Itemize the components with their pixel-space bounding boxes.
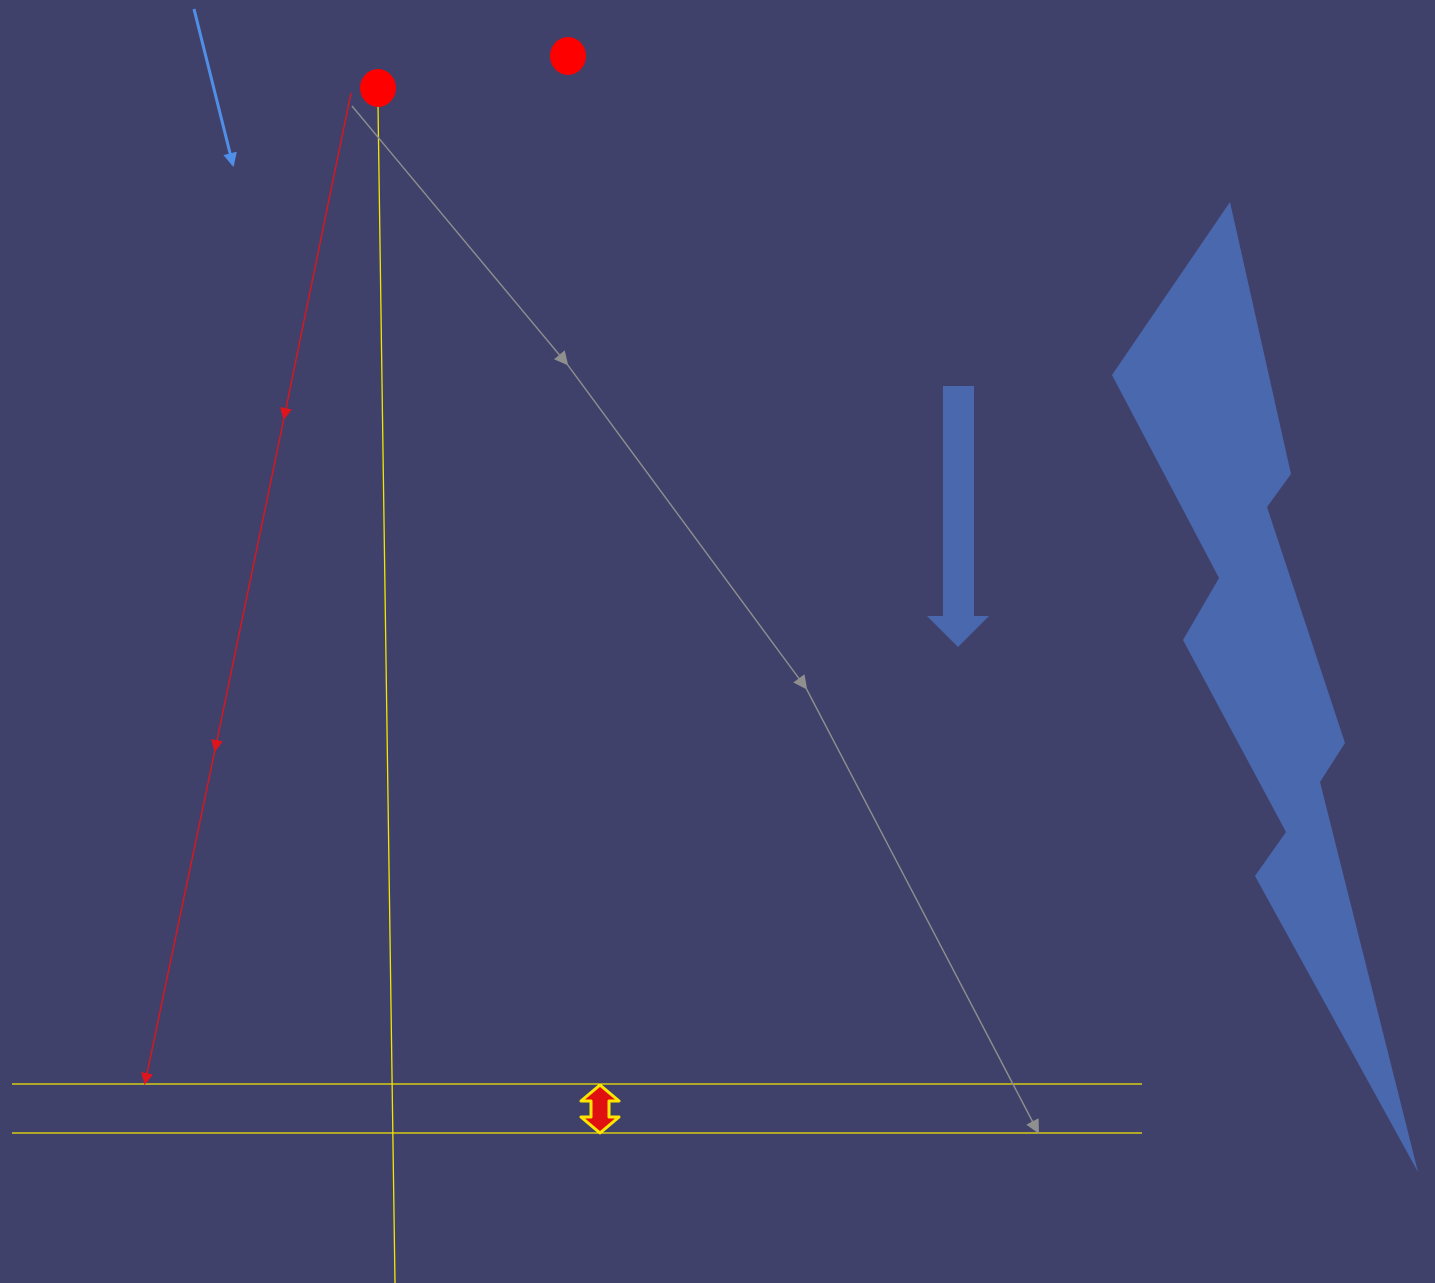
red-path-segment-3: [141, 749, 216, 1085]
ball-icon[interactable]: [360, 69, 396, 107]
red-path-segment-2: [211, 417, 285, 752]
red-motion-path: [141, 92, 352, 1085]
yellow-vertical-guide: [377, 104, 396, 1283]
ball-icon[interactable]: [550, 37, 586, 75]
lightning-bolt-icon: [1112, 202, 1418, 1172]
gray-path-segment-3: [805, 687, 1039, 1134]
gray-path-segment-1: [351, 105, 569, 366]
gray-motion-path: [351, 105, 1039, 1134]
down-arrow-icon: [927, 386, 989, 647]
up-down-arrow-icon[interactable]: [579, 1083, 621, 1135]
gray-path-segment-2: [566, 363, 808, 690]
red-path-segment-1: [280, 92, 352, 420]
blue-arrow-icon: [192, 8, 237, 167]
